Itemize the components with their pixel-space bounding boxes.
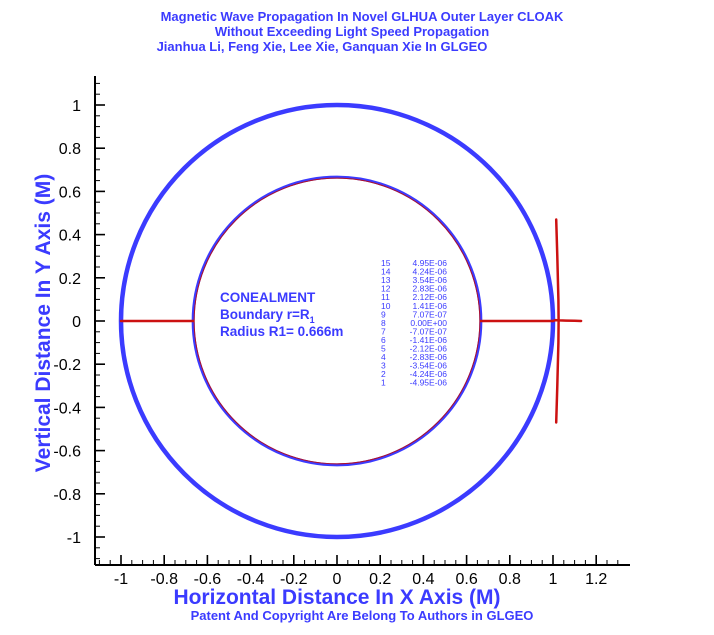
chart-header: Magnetic Wave Propagation In Novel GLHUA… xyxy=(157,9,564,54)
y-tick-label: 0 xyxy=(72,314,81,331)
y-tick-label: -0.2 xyxy=(53,357,81,374)
legend-level-number: 10 xyxy=(381,301,391,311)
x-tick-label: 0 xyxy=(333,571,342,588)
y-tick-label: 1 xyxy=(72,98,81,115)
legend-level-value: -2.12E-06 xyxy=(410,344,448,354)
x-axis-title: Horizontal Distance In X Axis (M) xyxy=(173,586,500,609)
legend-level-number: 1 xyxy=(381,378,386,388)
legend-level-number: 12 xyxy=(381,284,391,294)
legend-level-value: 4.95E-06 xyxy=(413,258,448,268)
annotation-radius: Radius R1= 0.666m xyxy=(220,324,343,339)
annotation-boundary-text: Boundary r=R xyxy=(220,307,310,322)
legend-level-number: 13 xyxy=(381,275,391,285)
legend-level-value: -2.83E-06 xyxy=(410,352,448,362)
chart-subtitle: Without Exceeding Light Speed Propagatio… xyxy=(215,24,489,39)
x-axis-ticks: -1 -0.8 -0.6 -0.4 -0.2 0 0.2 0.4 0.6 0.8 1 1.2 xyxy=(98,555,619,588)
legend-level-number: 5 xyxy=(381,344,386,354)
chart-authors: Jianhua Li, Feng Xie, Lee Xie, Ganquan X… xyxy=(157,39,488,54)
annotation-title: CONEALMENT xyxy=(220,290,316,305)
legend-level-value: -1.41E-06 xyxy=(410,335,448,345)
legend-level-number: 9 xyxy=(381,309,386,319)
legend-level-number: 15 xyxy=(381,258,391,268)
legend-level-number: 7 xyxy=(381,326,386,336)
annotation-boundary: Boundary r=R1 xyxy=(220,307,315,325)
y-tick-label: -0.8 xyxy=(53,487,81,504)
x-tick-label: 0.4 xyxy=(412,571,434,588)
legend-level-value: 7.07E-07 xyxy=(413,309,448,319)
annotation-boundary-subscript: 1 xyxy=(310,315,315,325)
legend-level-number: 11 xyxy=(381,292,390,302)
legend-level-number: 2 xyxy=(381,369,386,379)
legend-level-number: 4 xyxy=(381,352,386,362)
legend-level-value: -4.24E-06 xyxy=(410,369,448,379)
y-tick-label: -0.4 xyxy=(53,400,81,417)
legend-level-value: 0.00E+00 xyxy=(410,318,447,328)
copyright-footer: Patent And Copyright Are Belong To Autho… xyxy=(191,608,534,623)
y-tick-label: -0.6 xyxy=(53,444,81,461)
x-tick-label: -1 xyxy=(114,571,128,588)
x-tick-label: -0.8 xyxy=(150,571,178,588)
chart-title: Magnetic Wave Propagation In Novel GLHUA… xyxy=(161,9,564,24)
y-tick-label: 0.4 xyxy=(59,228,81,245)
legend-level-value: 2.12E-06 xyxy=(413,292,448,302)
legend-level-value: -4.95E-06 xyxy=(410,378,448,388)
y-axis-ticks: 1 0.8 0.6 0.4 0.2 0 -0.2 -0.4 -0.6 -0.8 -1 xyxy=(53,82,105,560)
x-tick-label: -0.4 xyxy=(237,571,265,588)
legend-level-number: 8 xyxy=(381,318,386,328)
y-axis-title: Vertical Distance In Y Axis (M) xyxy=(32,174,55,472)
x-tick-label: -0.6 xyxy=(194,571,222,588)
y-tick-label: 0.8 xyxy=(59,141,81,158)
x-tick-label: 0.6 xyxy=(455,571,477,588)
legend-level-value: 1.41E-06 xyxy=(413,301,448,311)
x-tick-label: 0.8 xyxy=(499,571,521,588)
x-tick-label: 0.2 xyxy=(369,571,391,588)
legend-level-value: 4.24E-06 xyxy=(413,267,448,277)
wave-series xyxy=(119,218,583,424)
x-tick-label: 1.2 xyxy=(585,571,607,588)
x-tick-label: 1 xyxy=(549,571,558,588)
y-tick-label: -1 xyxy=(67,530,81,547)
legend-level-value: -3.54E-06 xyxy=(410,361,448,371)
legend-level-number: 6 xyxy=(381,335,386,345)
wave-series-3 xyxy=(551,318,583,323)
legend-level-value: 2.83E-06 xyxy=(413,284,448,294)
wave-series-4 xyxy=(554,218,560,424)
legend-level-number: 3 xyxy=(381,361,386,371)
legend-level-number: 14 xyxy=(381,267,391,277)
y-tick-label: 0.2 xyxy=(59,271,81,288)
legend-level-value: 3.54E-06 xyxy=(413,275,448,285)
y-tick-label: 0.6 xyxy=(59,184,81,201)
x-tick-label: -0.2 xyxy=(280,571,308,588)
axes: -1 -0.8 -0.6 -0.4 -0.2 0 0.2 0.4 0.6 0.8 1 1.2 1 0.8… xyxy=(53,76,630,588)
legend-level-value: -7.07E-07 xyxy=(410,326,448,336)
concealment-annotation: CONEALMENT Boundary r=R1 Radius R1= 0.66… xyxy=(220,290,343,339)
